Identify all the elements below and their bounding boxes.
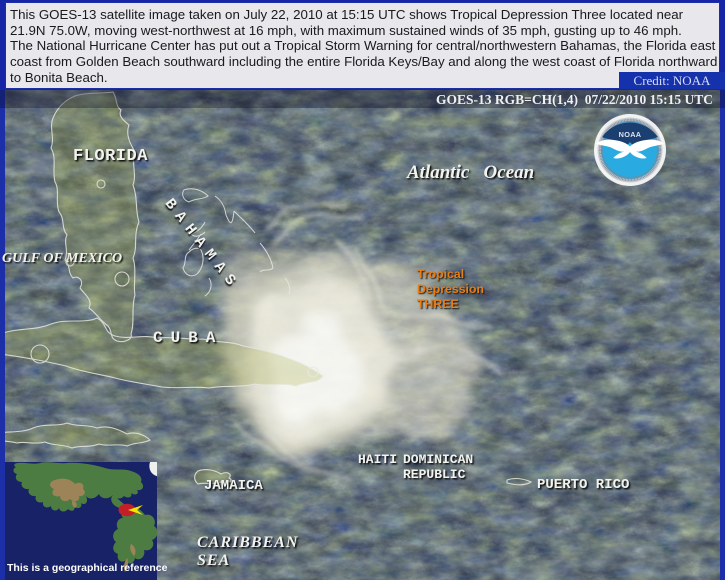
svg-text:NOAA: NOAA (619, 130, 642, 139)
